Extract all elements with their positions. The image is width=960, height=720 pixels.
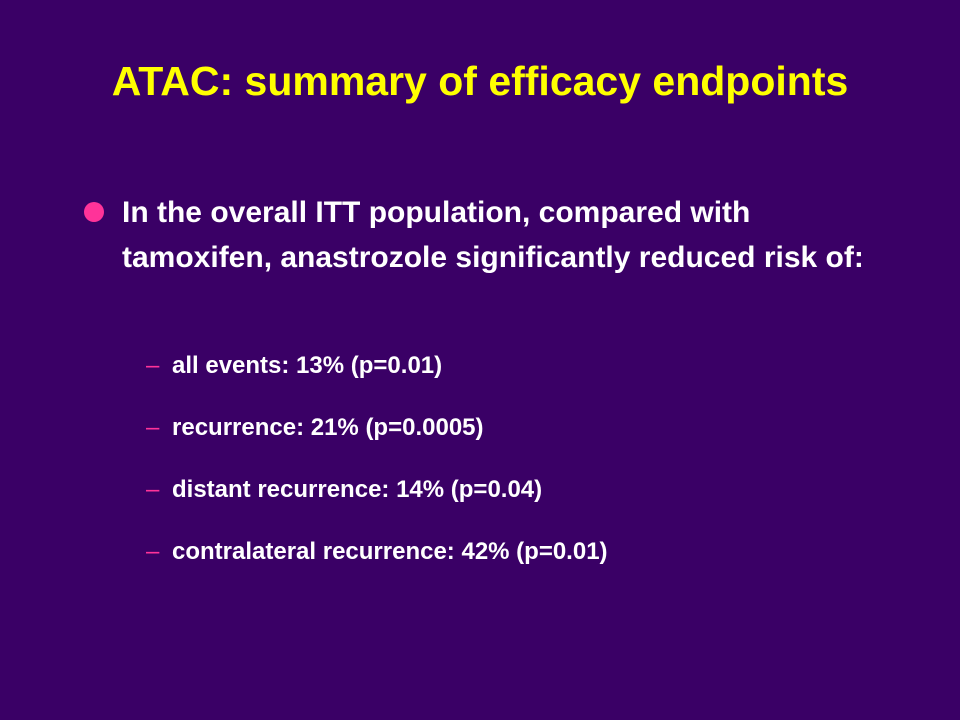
sub-item-text: all events: 13% (p=0.01) <box>172 352 443 379</box>
sub-item: – distant recurrence: 14% (p=0.04) <box>146 476 542 504</box>
sub-item: – all events: 13% (p=0.01) <box>146 352 442 380</box>
bullet-text: In the overall ITT population, compared … <box>122 196 864 274</box>
sub-item-text: recurrence: 21% (p=0.0005) <box>172 414 484 441</box>
sub-item: – recurrence: 21% (p=0.0005) <box>146 414 484 442</box>
dash: – <box>146 476 160 503</box>
dash: – <box>146 352 160 379</box>
dash: – <box>146 414 160 441</box>
sub-item-text: contralateral recurrence: 42% (p=0.01) <box>172 538 608 565</box>
sub-item-text: distant recurrence: 14% (p=0.04) <box>172 476 543 503</box>
bullet-dot <box>84 202 104 222</box>
sub-item: – contralateral recurrence: 42% (p=0.01) <box>146 538 608 566</box>
slide-title: ATAC: summary of efficacy endpoints <box>111 58 849 104</box>
dash: – <box>146 538 160 565</box>
